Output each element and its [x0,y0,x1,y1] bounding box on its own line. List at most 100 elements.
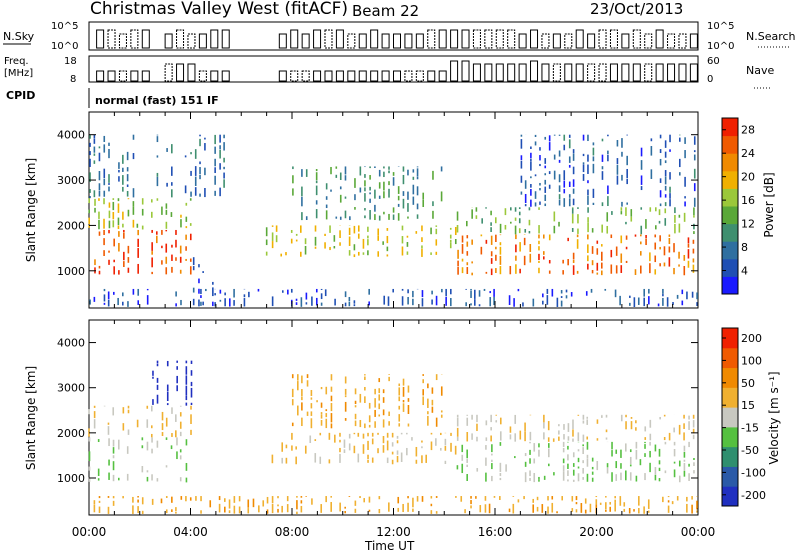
nsky-bar [301,33,310,49]
nsky-bar [495,29,504,49]
nsky-panel [88,21,699,51]
nsky-bar [141,29,150,49]
colorbar-tick-label: 50 [741,377,755,390]
freq-bar [381,70,390,82]
x-tick-label: 00:00 [681,525,716,539]
freq-bar [518,63,527,82]
nave-tick-bottom: 0 [707,74,713,85]
colorbar-segment [722,188,738,207]
freq-bar [644,63,653,82]
colorbar-tick-label: 8 [741,241,748,254]
nsky-bar [404,33,413,49]
nsky-bar [552,33,561,49]
colorbar-segment [722,328,738,349]
nsky-bar [381,33,390,49]
freq-bar [324,70,333,82]
freq-label-line1: Freq. [4,56,29,67]
freq-bar [598,63,607,82]
nsky-bar [621,33,630,49]
freq-bar [450,60,459,82]
freq-bar [187,63,196,82]
colorbar-segment [722,276,738,295]
nsky-bar [210,29,219,49]
nsky-bar [313,29,322,49]
freq-bar [587,63,596,82]
nsky-bar [393,33,401,49]
colorbar-segment [722,153,738,172]
nsky-bar [507,29,516,49]
colorbar-segment [722,466,738,487]
nsky-bar [472,29,481,49]
velocity-ylabel: Slant Range [km] [24,366,38,470]
nsky-activity-bars [96,29,698,49]
colorbar-tick-label: -50 [741,444,759,457]
nsky-bar [130,29,139,49]
y-tick-label: 1000 [57,472,85,485]
nsky-tick-top: 10^5 [51,21,78,32]
freq-label-line2: [MHz] [4,68,33,79]
power-colorbar: 4 8 12 16 20 24 28 [721,117,755,295]
nsky-tick-bottom: 10^0 [51,41,78,52]
nsearch-tick-top: 10^5 [707,21,734,32]
nsky-bar [644,33,653,49]
freq-bar [96,70,105,82]
freq-bar [358,70,367,82]
colorbar-frame [721,117,739,295]
colorbar-segment [722,135,738,154]
freq-bar [164,63,173,82]
nsky-bar [530,29,539,49]
freq-bar [313,70,322,82]
cpid-text: normal (fast) 151 IF [95,94,219,107]
power-ylabel: Slant Range [km] [24,158,38,262]
power-echo-marks [88,134,698,308]
nsearch-tick-bottom: 10^0 [707,41,734,52]
nsky-bar [541,33,550,49]
nsky-bar [96,29,105,49]
colorbar-tick-label: -200 [741,489,766,502]
colorbar-segment [722,486,738,507]
freq-bar [564,63,573,82]
nsky-bar [461,29,470,49]
nsky-bar [575,29,584,49]
power-axes: 1000 2000 3000 4000 [57,112,699,308]
freq-bar [198,70,207,82]
colorbar-tick-label: 20 [741,171,755,184]
nsky-bar [678,33,687,49]
freq-bar [335,70,344,82]
colorbar-tick-label: -15 [741,422,759,435]
freq-bar [541,63,550,82]
nave-label: Nave [746,64,774,77]
freq-bar [404,70,413,82]
freq-bar [530,60,539,82]
nsky-bar [484,29,493,49]
freq-bar [667,63,676,82]
beam-title: Beam 22 [352,2,419,20]
nsky-bar [632,29,641,49]
x-tick-label: 12:00 [376,525,411,539]
nsky-bar [518,33,527,49]
freq-bar [141,70,150,82]
freq-bar [472,63,481,82]
nsky-bar [107,29,116,49]
freq-bar [176,63,185,82]
freq-bar [290,70,299,82]
colorbar-tick-label: 100 [741,354,762,367]
freq-bar [575,63,584,82]
y-tick-label: 2000 [57,427,85,440]
nsearch-label: N.Search [746,30,796,43]
freq-bar [130,70,139,82]
nsky-bar [324,29,333,49]
nsky-bar [221,29,230,49]
nsky-bar [187,33,196,49]
x-tick-label: 00:00 [72,525,107,539]
nsky-bar [290,29,299,49]
colorbar-segment [722,206,738,225]
y-tick-label: 1000 [57,265,85,278]
freq-bar [461,60,470,82]
nsky-bar [347,33,356,49]
x-tick-label: 04:00 [173,525,208,539]
colorbar-tick-label: 28 [741,124,755,137]
freq-bar [221,70,230,82]
nsky-bar [370,29,379,49]
